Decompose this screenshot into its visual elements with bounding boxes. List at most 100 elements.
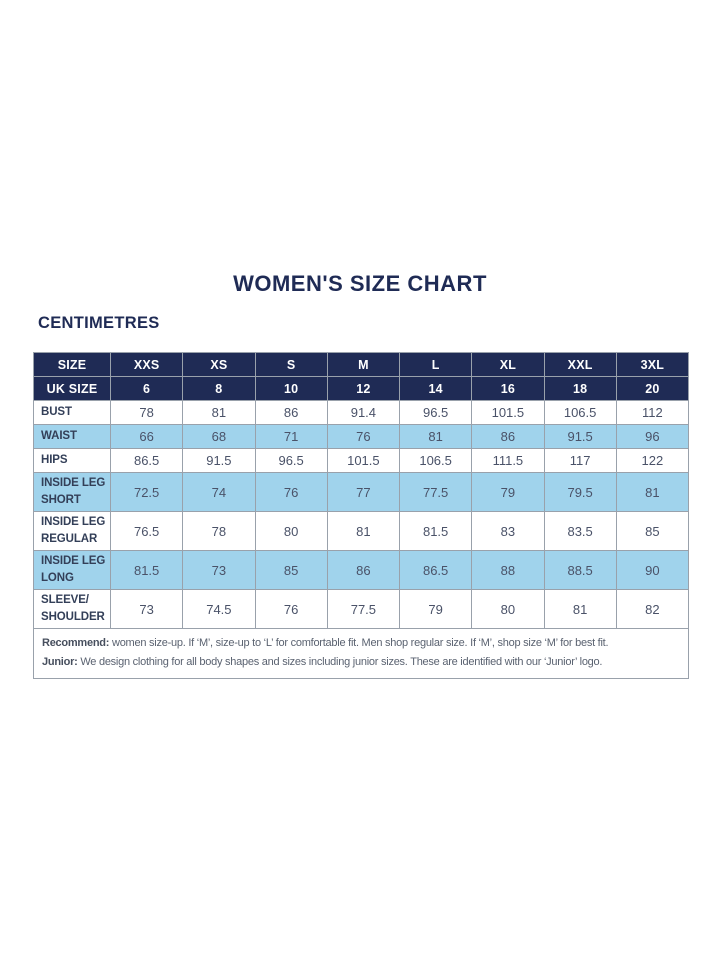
data-cell: 88.5 — [543, 550, 617, 590]
notes-box: Recommend: women size-up. If ‘M’, size-u… — [33, 629, 689, 679]
header-cell: 8 — [182, 376, 256, 401]
header-cell: M — [326, 352, 401, 377]
data-cell: 72.5 — [109, 472, 184, 512]
data-cell: 111.5 — [471, 448, 545, 473]
header-row-sizes: SIZE XXS XS S M L XL XXL 3XL — [33, 352, 690, 377]
data-cell: 96.5 — [398, 400, 473, 425]
data-cell: 86 — [326, 550, 401, 590]
data-cell: 77.5 — [326, 589, 401, 629]
data-cell: 86 — [254, 400, 328, 425]
header-cell: 12 — [326, 376, 401, 401]
row-label: SLEEVE/ SHOULDER — [33, 589, 111, 629]
note-recommend-text: women size-up. If ‘M’, size-up to ‘L’ fo… — [112, 637, 609, 649]
data-cell: 85 — [615, 511, 690, 551]
data-cell: 117 — [543, 448, 617, 473]
row-label: INSIDE LEG REGULAR — [33, 511, 111, 551]
header-row-label: SIZE — [33, 352, 111, 377]
row-label: BUST — [33, 400, 111, 425]
row-label: HIPS — [33, 448, 111, 473]
data-cell: 82 — [615, 589, 690, 629]
data-cell: 85 — [254, 550, 328, 590]
data-cell: 81 — [398, 424, 473, 449]
note-recommend: Recommend: women size-up. If ‘M’, size-u… — [42, 634, 682, 653]
data-cell: 86.5 — [109, 448, 184, 473]
note-junior-label: Junior: — [42, 656, 78, 668]
data-cell: 80 — [471, 589, 545, 629]
data-cell: 101.5 — [326, 448, 401, 473]
table-head: SIZE XXS XS S M L XL XXL 3XL UK SIZE 6 8 10 12 14 16 18 2… — [33, 352, 690, 401]
size-chart-table: SIZE XXS XS S M L XL XXL 3XL UK SIZE 6 8 10 12 14 16 18 2… — [33, 352, 690, 629]
header-cell: 3XL — [615, 352, 690, 377]
header-cell: 6 — [109, 376, 184, 401]
data-cell: 79 — [398, 589, 473, 629]
header-cell: XS — [182, 352, 256, 377]
note-junior-text: We design clothing for all body shapes a… — [80, 656, 603, 668]
data-cell: 81.5 — [109, 550, 184, 590]
data-cell: 91.5 — [182, 448, 256, 473]
header-cell: XL — [471, 352, 545, 377]
data-cell: 88 — [471, 550, 545, 590]
data-cell: 106.5 — [543, 400, 617, 425]
data-cell: 73 — [109, 589, 184, 629]
table-row: INSIDE LEG LONG 81.5 73 85 86 86.5 88 88.5 90 — [33, 550, 690, 590]
data-cell: 86.5 — [398, 550, 473, 590]
header-row-label: UK SIZE — [33, 376, 111, 401]
header-cell: 18 — [543, 376, 617, 401]
header-row-uk-sizes: UK SIZE 6 8 10 12 14 16 18 20 — [33, 376, 690, 401]
data-cell: 79 — [471, 472, 545, 512]
data-cell: 78 — [109, 400, 184, 425]
data-cell: 78 — [182, 511, 256, 551]
data-cell: 80 — [254, 511, 328, 551]
data-cell: 86 — [471, 424, 545, 449]
data-cell: 81 — [543, 589, 617, 629]
table-row: INSIDE LEG REGULAR 76.5 78 80 81 81.5 83 83.5 85 — [33, 511, 690, 551]
data-cell: 122 — [615, 448, 690, 473]
note-recommend-label: Recommend: — [42, 637, 110, 649]
table-row: INSIDE LEG SHORT 72.5 74 76 77 77.5 79 79.5 81 — [33, 472, 690, 512]
header-cell: XXL — [543, 352, 617, 377]
header-cell: 14 — [398, 376, 473, 401]
data-cell: 101.5 — [471, 400, 545, 425]
data-cell: 90 — [615, 550, 690, 590]
header-cell: XXS — [109, 352, 184, 377]
data-cell: 74 — [182, 472, 256, 512]
data-cell: 79.5 — [543, 472, 617, 512]
row-label: INSIDE LEG LONG — [33, 550, 111, 590]
table-row: BUST 78 81 86 91.4 96.5 101.5 106.5 112 — [33, 400, 690, 425]
note-junior: Junior: We design clothing for all body … — [42, 653, 682, 672]
data-cell: 76 — [254, 589, 328, 629]
data-cell: 81 — [326, 511, 401, 551]
table-row: SLEEVE/ SHOULDER 73 74.5 76 77.5 79 80 81 82 — [33, 589, 690, 629]
data-cell: 68 — [182, 424, 256, 449]
header-cell: S — [254, 352, 328, 377]
data-cell: 74.5 — [182, 589, 256, 629]
size-chart: SIZE XXS XS S M L XL XXL 3XL UK SIZE 6 8 10 12 14 16 18 2… — [33, 352, 690, 679]
data-cell: 83 — [471, 511, 545, 551]
header-cell: 16 — [471, 376, 545, 401]
data-cell: 81 — [182, 400, 256, 425]
data-cell: 81.5 — [398, 511, 473, 551]
data-cell: 76 — [326, 424, 401, 449]
data-cell: 77.5 — [398, 472, 473, 512]
data-cell: 91.5 — [543, 424, 617, 449]
data-cell: 77 — [326, 472, 401, 512]
row-label: WAIST — [33, 424, 111, 449]
table-body: BUST 78 81 86 91.4 96.5 101.5 106.5 112 WAIST 66 68… — [33, 400, 690, 629]
data-cell: 76 — [254, 472, 328, 512]
header-cell: 20 — [615, 376, 690, 401]
unit-label: CENTIMETRES — [38, 314, 160, 332]
header-cell: L — [398, 352, 473, 377]
data-cell: 76.5 — [109, 511, 184, 551]
data-cell: 96.5 — [254, 448, 328, 473]
data-cell: 81 — [615, 472, 690, 512]
page-title: WOMEN'S SIZE CHART — [233, 271, 487, 296]
data-cell: 83.5 — [543, 511, 617, 551]
data-cell: 73 — [182, 550, 256, 590]
row-label: INSIDE LEG SHORT — [33, 472, 111, 512]
data-cell: 71 — [254, 424, 328, 449]
data-cell: 91.4 — [326, 400, 401, 425]
data-cell: 106.5 — [398, 448, 473, 473]
data-cell: 66 — [109, 424, 184, 449]
data-cell: 96 — [615, 424, 690, 449]
